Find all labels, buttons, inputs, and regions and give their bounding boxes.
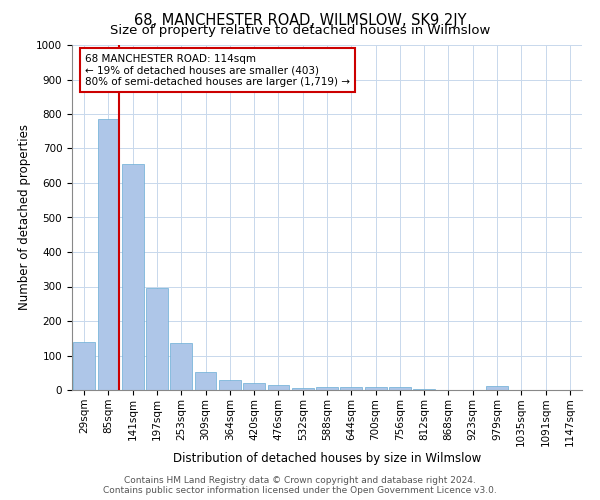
Bar bbox=[170, 344, 192, 390]
Bar bbox=[389, 387, 411, 390]
Bar bbox=[268, 385, 289, 390]
Y-axis label: Number of detached properties: Number of detached properties bbox=[17, 124, 31, 310]
Text: 68, MANCHESTER ROAD, WILMSLOW, SK9 2JY: 68, MANCHESTER ROAD, WILMSLOW, SK9 2JY bbox=[134, 12, 466, 28]
Bar bbox=[340, 386, 362, 390]
Bar bbox=[73, 342, 95, 390]
Text: 68 MANCHESTER ROAD: 114sqm
← 19% of detached houses are smaller (403)
80% of sem: 68 MANCHESTER ROAD: 114sqm ← 19% of deta… bbox=[85, 54, 350, 87]
Bar bbox=[97, 119, 119, 390]
Text: Contains HM Land Registry data © Crown copyright and database right 2024.
Contai: Contains HM Land Registry data © Crown c… bbox=[103, 476, 497, 495]
Bar bbox=[146, 288, 168, 390]
Bar bbox=[219, 380, 241, 390]
X-axis label: Distribution of detached houses by size in Wilmslow: Distribution of detached houses by size … bbox=[173, 452, 481, 465]
Bar bbox=[243, 383, 265, 390]
Bar bbox=[316, 386, 338, 390]
Bar bbox=[292, 388, 314, 390]
Bar bbox=[194, 372, 217, 390]
Text: Size of property relative to detached houses in Wilmslow: Size of property relative to detached ho… bbox=[110, 24, 490, 37]
Bar bbox=[365, 386, 386, 390]
Bar bbox=[486, 386, 508, 390]
Bar bbox=[413, 389, 435, 390]
Bar bbox=[122, 164, 143, 390]
